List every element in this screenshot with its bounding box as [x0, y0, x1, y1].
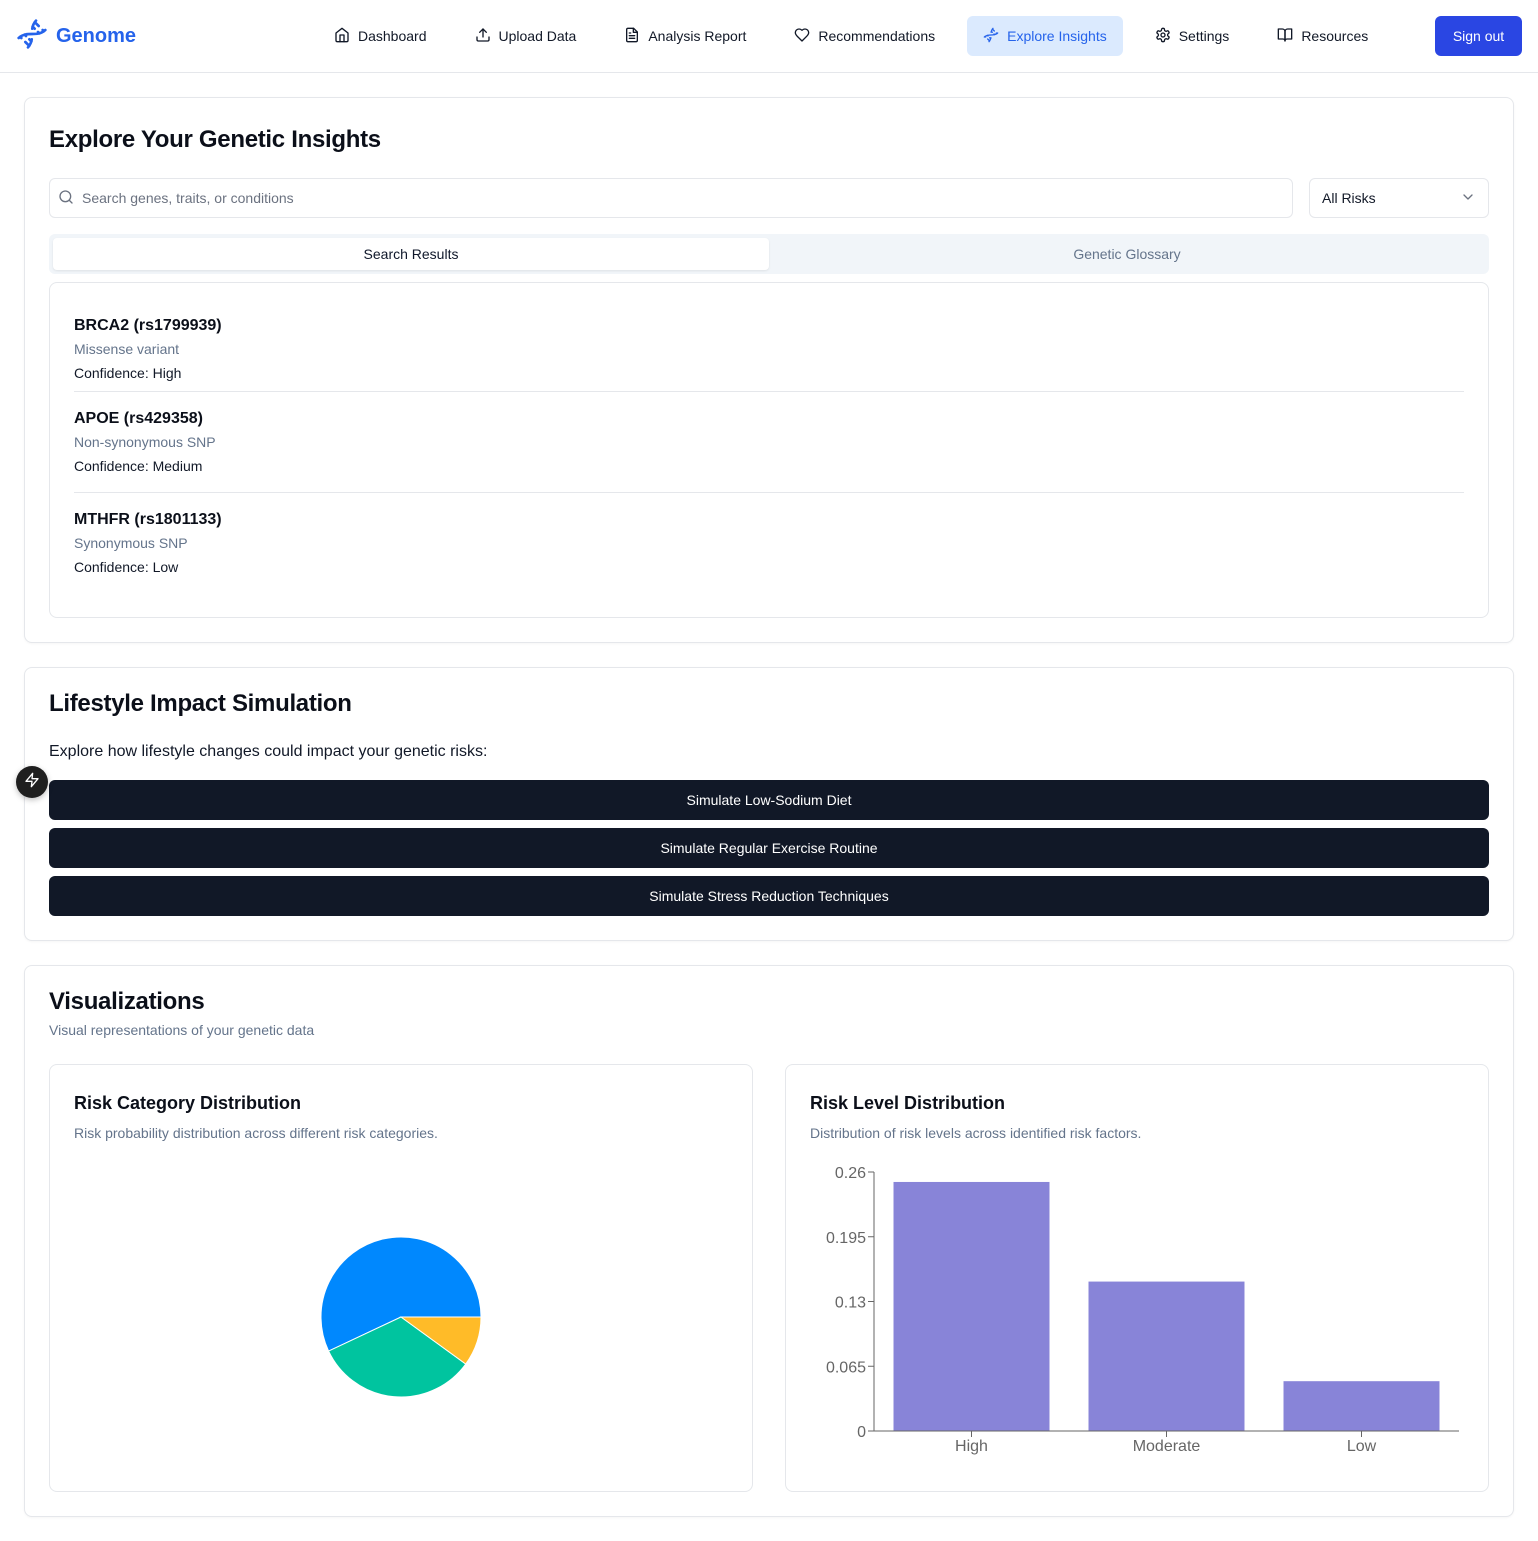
result-type: Non-synonymous SNP: [74, 434, 216, 450]
nav-resources-label: Resources: [1301, 28, 1369, 44]
visualizations-title: Visualizations: [49, 988, 205, 1015]
list-item[interactable]: BRCA2 (rs1799939) Missense variant Confi…: [74, 291, 1464, 392]
search-results-panel: BRCA2 (rs1799939) Missense variant Confi…: [49, 282, 1489, 618]
home-icon: [334, 27, 350, 46]
simulate-exercise-button[interactable]: Simulate Regular Exercise Routine: [49, 828, 1489, 868]
list-item[interactable]: APOE (rs429358) Non-synonymous SNP Confi…: [74, 391, 1464, 492]
chevron-down-icon: [1460, 189, 1476, 208]
nav-settings[interactable]: Settings: [1139, 16, 1246, 56]
bar-moderate[interactable]: [1088, 1281, 1245, 1431]
nav-analysis-report[interactable]: Analysis Report: [608, 16, 762, 56]
nav-dashboard-label: Dashboard: [358, 28, 427, 44]
nav-dashboard[interactable]: Dashboard: [318, 16, 443, 56]
y-tick-label: 0: [857, 1424, 866, 1441]
result-confidence: Confidence: Low: [74, 559, 179, 575]
result-type: Synonymous SNP: [74, 535, 188, 551]
visualizations-card: Visualizations Visual representations of…: [24, 965, 1514, 1517]
tab-search-results[interactable]: Search Results: [53, 238, 769, 270]
result-name: BRCA2 (rs1799939): [74, 317, 222, 334]
lifestyle-intro: Explore how lifestyle changes could impa…: [49, 743, 488, 760]
nav-explore-insights[interactable]: Explore Insights: [967, 16, 1123, 56]
brand-link[interactable]: Genome: [16, 18, 137, 55]
top-navigation-bar: Genome Dashboard Upload Data Analysis Re…: [0, 0, 1538, 73]
main-nav: Dashboard Upload Data Analysis Report Re…: [318, 16, 1400, 56]
brand-name: Genome: [56, 24, 137, 47]
y-tick-label: 0.065: [826, 1359, 866, 1376]
search-input[interactable]: [82, 179, 1282, 217]
nav-settings-label: Settings: [1178, 28, 1230, 44]
upload-icon: [475, 27, 491, 46]
list-item[interactable]: MTHFR (rs1801133) Synonymous SNP Confide…: [74, 492, 1464, 593]
nav-recommendations[interactable]: Recommendations: [778, 16, 951, 56]
pie-slice-1[interactable]: [327, 1316, 467, 1398]
risk-filter-select[interactable]: All Risks: [1309, 178, 1489, 218]
result-name: MTHFR (rs1801133): [74, 511, 222, 528]
result-confidence: Confidence: Medium: [74, 458, 203, 474]
explore-insights-card: Explore Your Genetic Insights All Risks …: [24, 97, 1514, 643]
bar-chart: 0 0.065 0.13 0.195 0.26 High Moderate Low: [826, 1165, 1459, 1455]
dna-icon: [983, 27, 999, 46]
visualizations-subtitle: Visual representations of your genetic d…: [49, 1022, 315, 1038]
pie-chart-title: Risk Category Distribution: [74, 1093, 302, 1113]
tab-genetic-glossary[interactable]: Genetic Glossary: [1073, 246, 1181, 262]
nav-recommendations-label: Recommendations: [818, 28, 936, 44]
bar-chart-description: Distribution of risk levels across ident…: [810, 1125, 1142, 1141]
bar-low[interactable]: [1283, 1381, 1440, 1431]
pie-slice-0[interactable]: [320, 1236, 482, 1352]
gear-icon: [1155, 27, 1171, 46]
simulate-low-sodium-button[interactable]: Simulate Low-Sodium Diet: [49, 780, 1489, 820]
bar-chart-title: Risk Level Distribution: [810, 1093, 1006, 1113]
dna-icon: [16, 18, 48, 55]
file-text-icon: [624, 27, 640, 46]
simulate-stress-reduction-button[interactable]: Simulate Stress Reduction Techniques: [49, 876, 1489, 916]
nav-explore-insights-label: Explore Insights: [1007, 28, 1107, 44]
x-tick-label: Low: [1347, 1438, 1377, 1455]
search-box: [49, 178, 1293, 218]
sign-out-button[interactable]: Sign out: [1435, 16, 1522, 56]
result-name: APOE (rs429358): [74, 410, 203, 427]
explore-title: Explore Your Genetic Insights: [49, 126, 381, 153]
result-confidence: Confidence: High: [74, 365, 182, 381]
pie-chart-description: Risk probability distribution across dif…: [74, 1125, 438, 1141]
bar-high[interactable]: [893, 1181, 1050, 1431]
nav-upload-data[interactable]: Upload Data: [459, 16, 593, 56]
risk-level-chart-card: Risk Level Distribution Distribution of …: [785, 1064, 1489, 1492]
x-tick-label: Moderate: [1133, 1438, 1201, 1455]
y-tick-label: 0.13: [835, 1295, 866, 1312]
x-tick-label: High: [955, 1438, 988, 1455]
lightning-badge[interactable]: [16, 766, 48, 798]
y-tick-label: 0.26: [835, 1165, 866, 1182]
risk-category-chart-card: Risk Category Distribution Risk probabil…: [49, 1064, 753, 1492]
y-tick-label: 0.195: [826, 1230, 866, 1247]
risk-filter-value: All Risks: [1322, 190, 1376, 206]
lightning-icon: [24, 772, 40, 793]
pie-chart: [320, 1236, 482, 1398]
results-tabs: Search Results Genetic Glossary: [49, 234, 1489, 274]
nav-resources[interactable]: Resources: [1261, 16, 1384, 56]
heart-icon: [794, 27, 810, 46]
result-type: Missense variant: [74, 341, 180, 357]
lifestyle-simulation-card: Lifestyle Impact Simulation Explore how …: [24, 667, 1514, 941]
lifestyle-title: Lifestyle Impact Simulation: [49, 690, 352, 717]
nav-upload-data-label: Upload Data: [498, 28, 577, 44]
pie-slice-2[interactable]: [399, 1316, 482, 1365]
nav-analysis-report-label: Analysis Report: [648, 28, 747, 44]
book-open-icon: [1277, 27, 1293, 46]
